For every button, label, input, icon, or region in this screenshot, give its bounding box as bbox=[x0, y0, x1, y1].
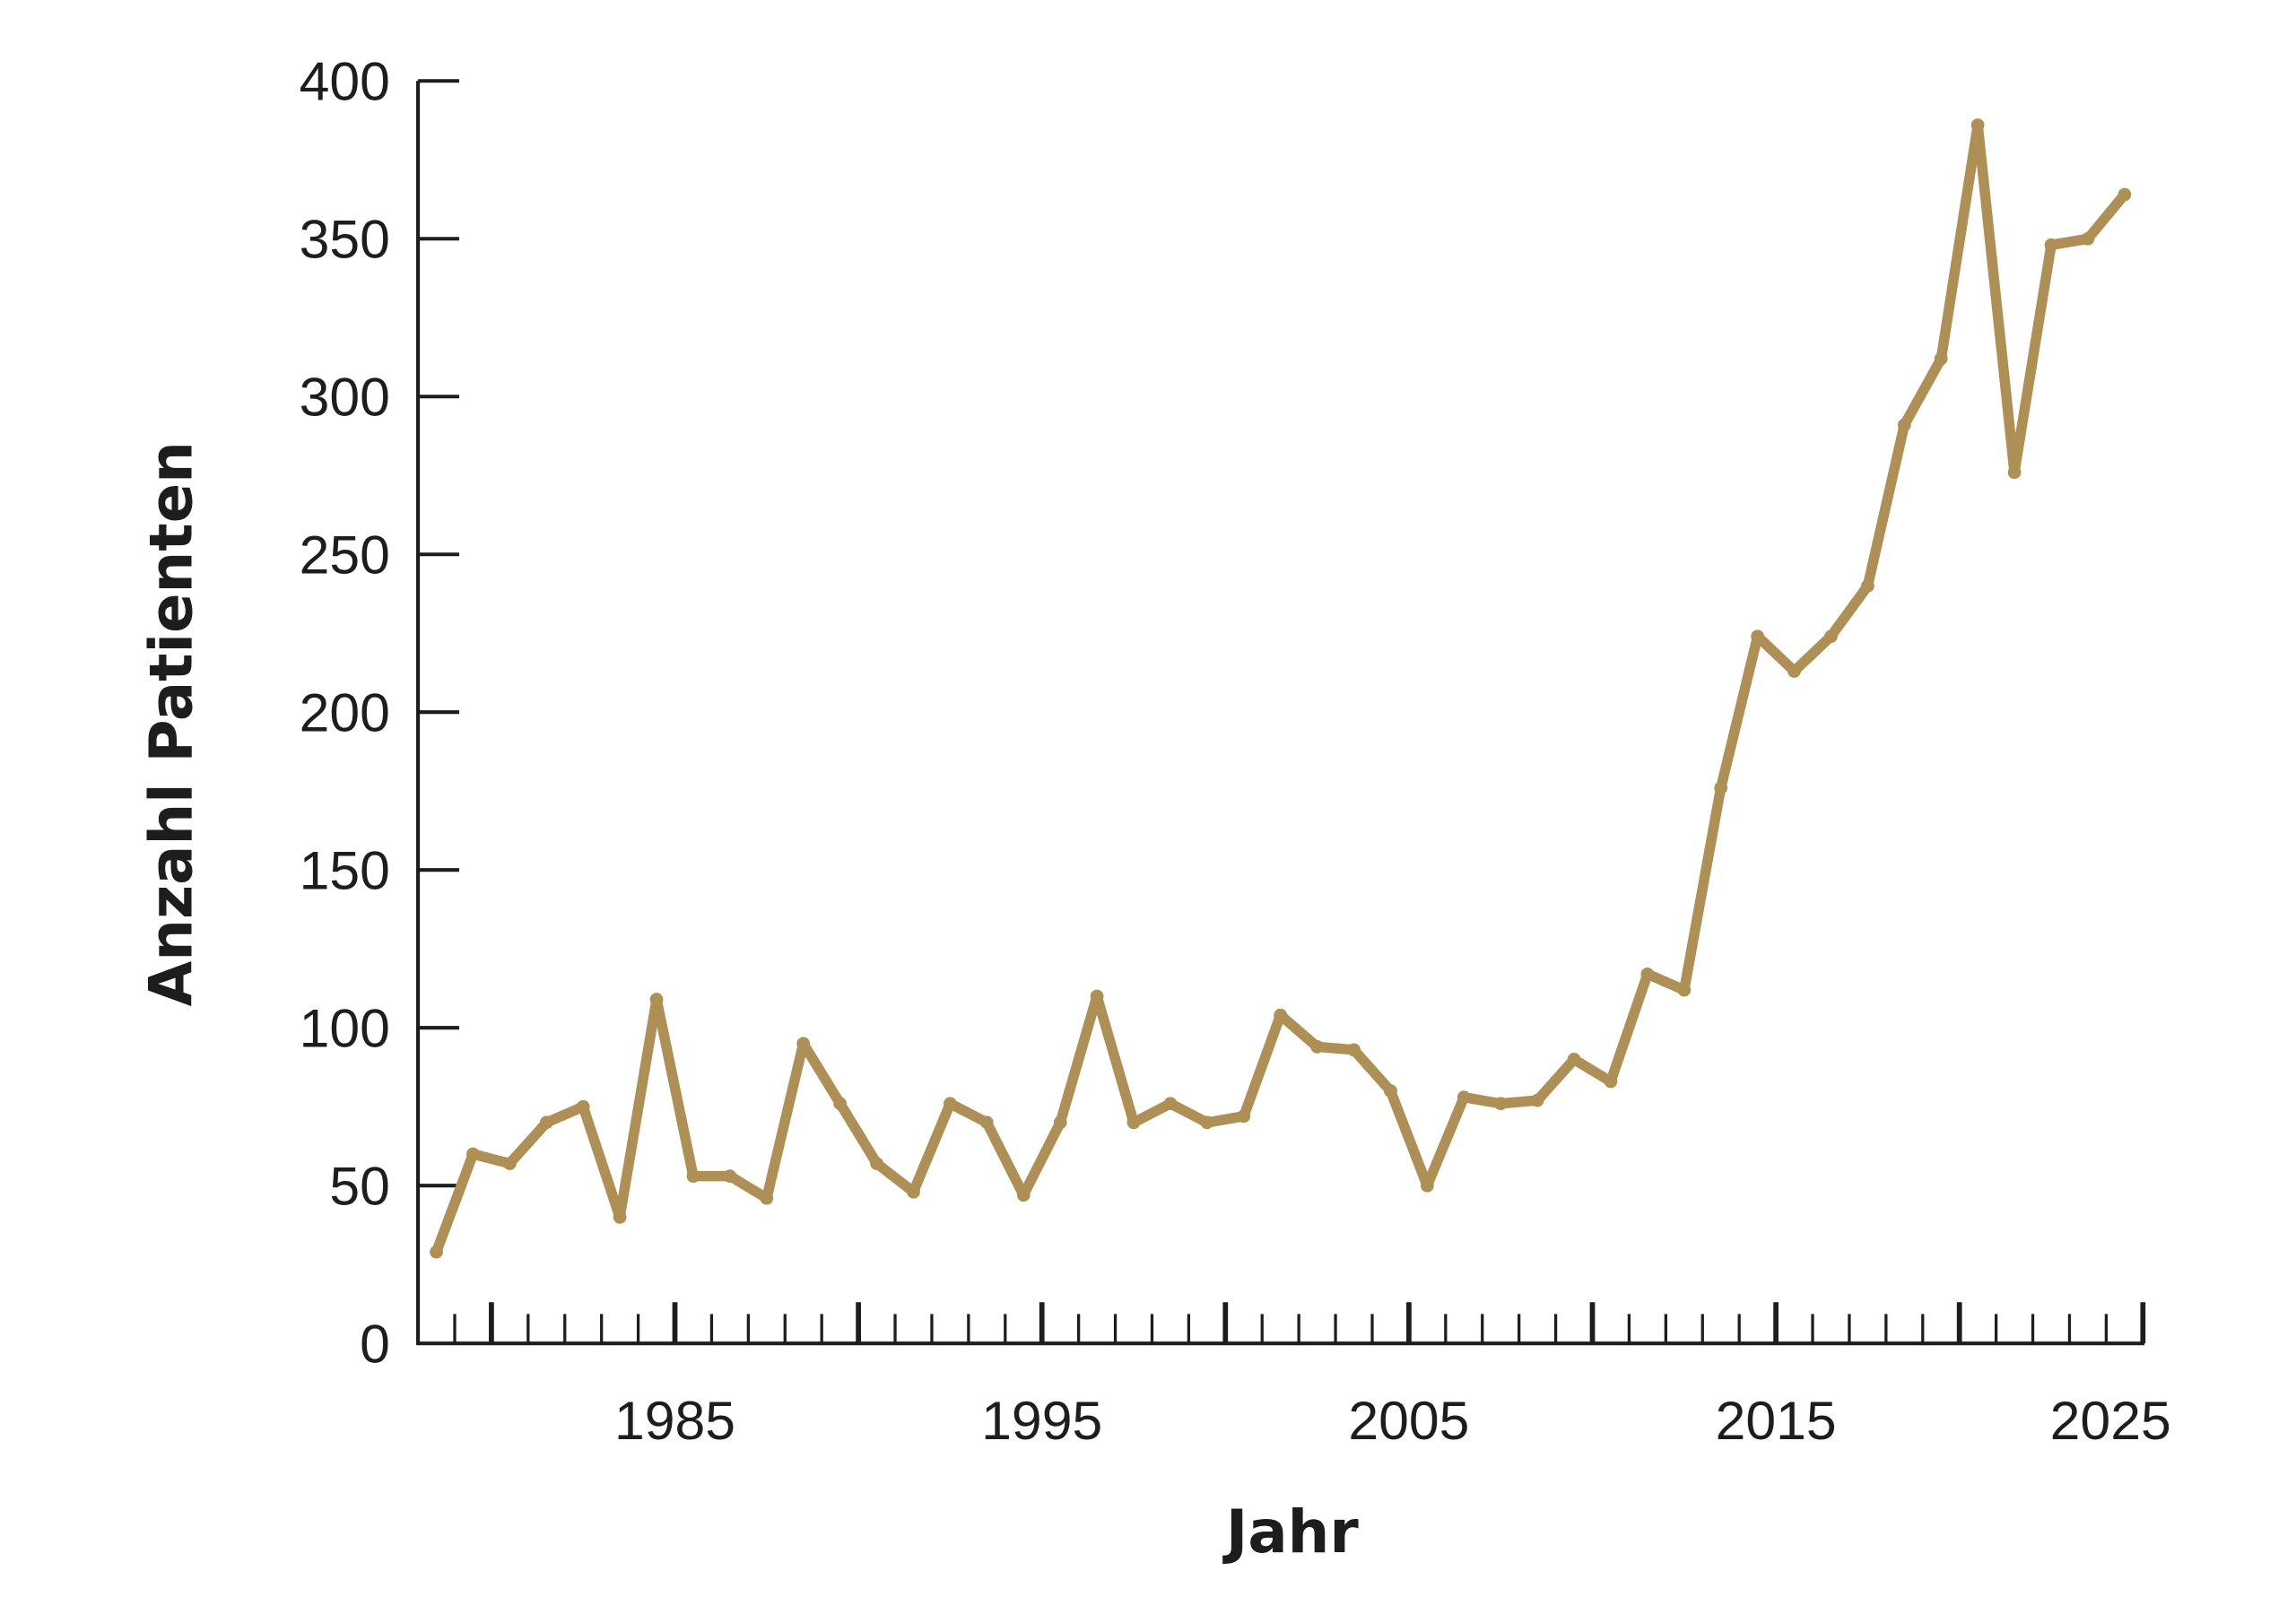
data-point bbox=[907, 1185, 920, 1199]
data-point bbox=[1347, 1043, 1361, 1057]
data-point bbox=[2081, 231, 2095, 246]
data-point bbox=[2044, 238, 2058, 252]
x-tick-label: 1995 bbox=[981, 1390, 1102, 1451]
data-point bbox=[686, 1169, 700, 1184]
data-point bbox=[1751, 629, 1765, 644]
data-point bbox=[1384, 1084, 1397, 1098]
data-point bbox=[1970, 118, 1985, 132]
data-point bbox=[979, 1115, 994, 1130]
data-point bbox=[1787, 664, 1801, 678]
data-point bbox=[1310, 1039, 1324, 1054]
data-point bbox=[1200, 1115, 1214, 1130]
data-point bbox=[502, 1157, 517, 1170]
series-group bbox=[430, 118, 2132, 1259]
data-point bbox=[760, 1191, 774, 1205]
data-point bbox=[723, 1169, 737, 1184]
y-tick-label: 150 bbox=[300, 840, 390, 901]
data-point bbox=[1934, 352, 1948, 366]
data-point bbox=[944, 1097, 957, 1111]
data-point bbox=[576, 1099, 590, 1114]
y-axis-ticks: 0 50 100 150 200 250 300 350 400 bbox=[300, 51, 460, 1375]
data-point bbox=[649, 993, 664, 1006]
data-point bbox=[1861, 579, 1874, 593]
data-point bbox=[1530, 1093, 1544, 1107]
series-line bbox=[430, 119, 2130, 1257]
y-tick-label: 50 bbox=[329, 1156, 390, 1217]
data-point bbox=[1090, 989, 1104, 1003]
x-axis-ticks: 1985 1995 2005 2015 2025 bbox=[453, 1302, 2171, 1451]
data-point bbox=[1897, 418, 1911, 432]
data-point bbox=[2007, 465, 2022, 480]
data-point bbox=[1677, 983, 1692, 997]
x-tick-label: 2025 bbox=[2050, 1390, 2171, 1451]
data-point bbox=[430, 1245, 443, 1259]
data-point bbox=[1824, 629, 1838, 644]
data-point bbox=[466, 1147, 480, 1161]
data-point bbox=[870, 1157, 883, 1170]
y-tick-label: 100 bbox=[300, 998, 390, 1059]
axes bbox=[416, 81, 2144, 1346]
data-point bbox=[1420, 1178, 1434, 1193]
x-tick-label: 2015 bbox=[1716, 1390, 1837, 1451]
data-point bbox=[1457, 1090, 1471, 1105]
y-tick-label: 400 bbox=[300, 51, 390, 112]
y-tick-label: 350 bbox=[300, 209, 390, 270]
data-point bbox=[1237, 1109, 1251, 1124]
data-point bbox=[1053, 1115, 1067, 1130]
data-point bbox=[833, 1097, 848, 1111]
data-point bbox=[2118, 187, 2132, 202]
data-point bbox=[539, 1115, 553, 1130]
x-axis-title: Jahr bbox=[1222, 1498, 1359, 1567]
y-axis-title: Anzahl Patienten bbox=[137, 441, 205, 1006]
data-point bbox=[796, 1037, 811, 1051]
y-tick-label: 250 bbox=[300, 525, 390, 586]
data-point bbox=[1126, 1115, 1141, 1130]
data-point bbox=[1714, 781, 1728, 795]
data-point bbox=[1274, 1008, 1288, 1022]
y-tick-label: 300 bbox=[300, 367, 390, 428]
data-point bbox=[1567, 1053, 1581, 1066]
data-point bbox=[1016, 1188, 1031, 1202]
data-point bbox=[1640, 968, 1655, 981]
data-point bbox=[613, 1211, 627, 1224]
x-tick-label: 1985 bbox=[614, 1390, 735, 1451]
y-tick-label: 0 bbox=[360, 1314, 390, 1375]
data-point bbox=[1604, 1074, 1618, 1089]
data-point bbox=[1163, 1097, 1178, 1111]
data-point bbox=[1493, 1097, 1508, 1111]
y-tick-label: 200 bbox=[300, 682, 390, 743]
x-tick-label: 2005 bbox=[1348, 1390, 1469, 1451]
